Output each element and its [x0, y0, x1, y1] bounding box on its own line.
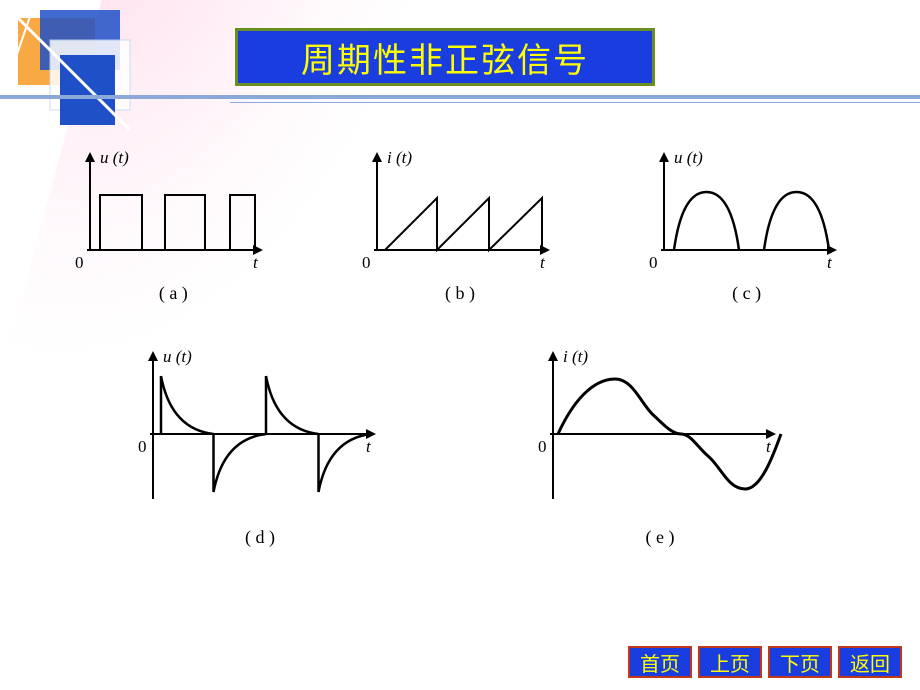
- graph-c: u (t) t 0 ( c ): [642, 145, 852, 304]
- svg-text:u (t): u (t): [674, 148, 703, 167]
- graph-a: u (t) t 0 ( a ): [68, 145, 278, 304]
- graph-c-caption: ( c ): [642, 283, 852, 304]
- graph-row-1: u (t) t 0 ( a ) i (t) t 0 ( b ) u (t) t …: [30, 145, 890, 304]
- graph-row-2: u (t) t 0 ( d ) i (t) t 0 ( e ): [30, 339, 890, 548]
- home-button[interactable]: 首页: [628, 646, 692, 678]
- svg-text:0: 0: [649, 253, 658, 272]
- header-bottom-line: [230, 102, 920, 103]
- svg-text:0: 0: [138, 437, 147, 456]
- header-line: [0, 95, 920, 99]
- title-text: 周期性非正弦信号: [301, 33, 589, 82]
- nav-buttons: 首页上页下页返回: [628, 646, 902, 678]
- graphs-area: u (t) t 0 ( a ) i (t) t 0 ( b ) u (t) t …: [30, 145, 890, 615]
- graph-e-caption: ( e ): [525, 527, 795, 548]
- svg-text:0: 0: [75, 253, 84, 272]
- graph-d: u (t) t 0 ( d ): [125, 339, 395, 548]
- graph-d-caption: ( d ): [125, 527, 395, 548]
- svg-text:t: t: [366, 437, 372, 456]
- graph-e: i (t) t 0 ( e ): [525, 339, 795, 548]
- svg-text:t: t: [766, 437, 772, 456]
- svg-text:t: t: [253, 253, 259, 272]
- graph-b-caption: ( b ): [355, 283, 565, 304]
- svg-text:t: t: [540, 253, 546, 272]
- graph-b: i (t) t 0 ( b ): [355, 145, 565, 304]
- svg-text:i (t): i (t): [563, 347, 588, 366]
- svg-text:u (t): u (t): [100, 148, 129, 167]
- svg-text:i (t): i (t): [387, 148, 412, 167]
- svg-text:0: 0: [362, 253, 371, 272]
- svg-text:t: t: [827, 253, 833, 272]
- back-button[interactable]: 返回: [838, 646, 902, 678]
- svg-text:u (t): u (t): [163, 347, 192, 366]
- title-banner: 周期性非正弦信号: [235, 28, 655, 86]
- svg-text:0: 0: [538, 437, 547, 456]
- corner-decoration: [0, 0, 140, 140]
- graph-a-caption: ( a ): [68, 283, 278, 304]
- prev-button[interactable]: 上页: [698, 646, 762, 678]
- next-button[interactable]: 下页: [768, 646, 832, 678]
